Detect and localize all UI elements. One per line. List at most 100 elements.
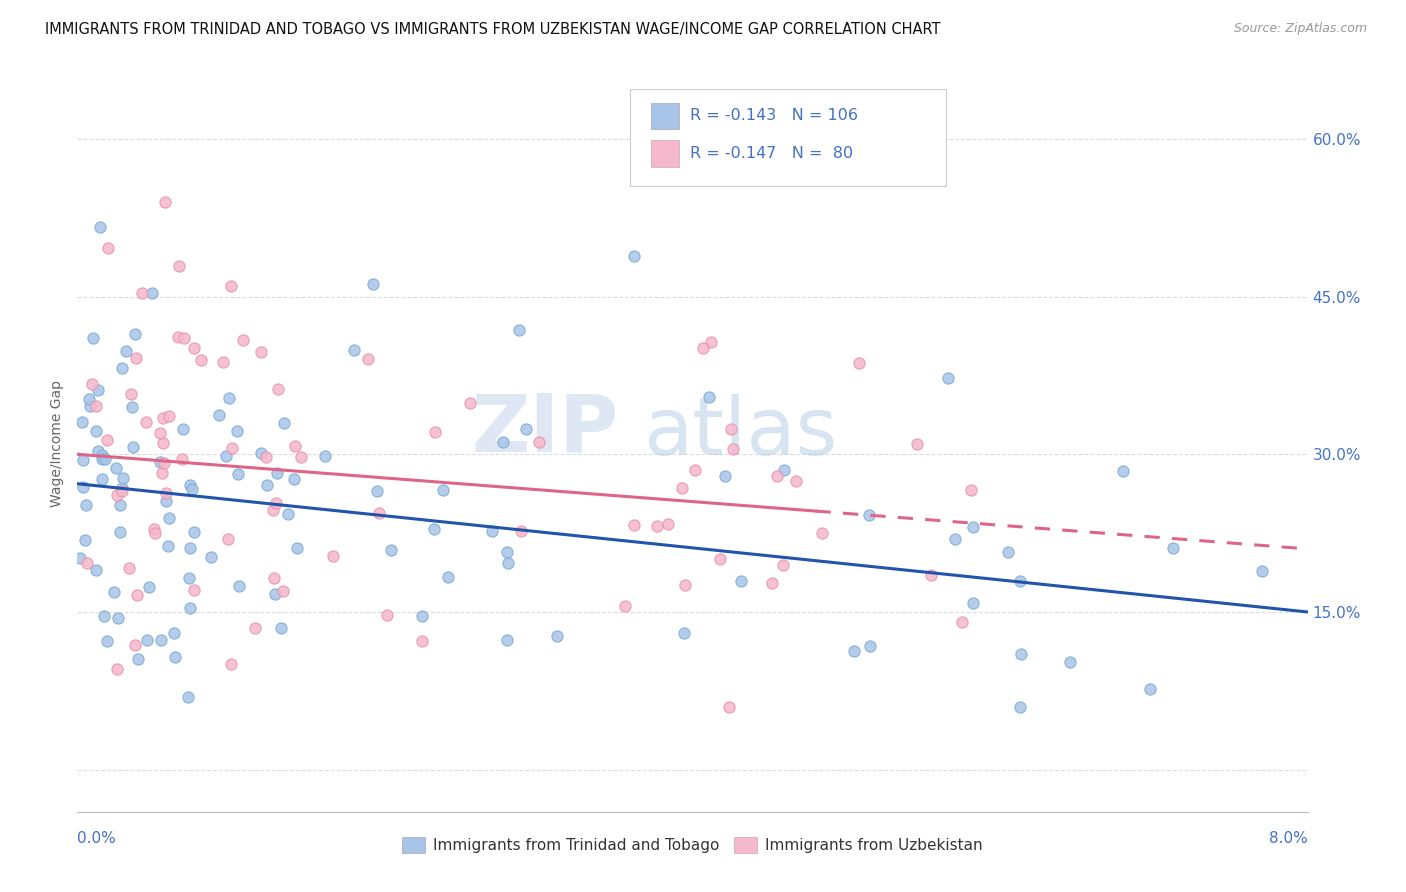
Point bbox=[162, 625, 184, 640]
Point bbox=[105, 488, 128, 502]
Point bbox=[515, 422, 537, 436]
Point bbox=[546, 629, 568, 643]
Text: R = -0.143   N = 106: R = -0.143 N = 106 bbox=[690, 109, 858, 123]
Point bbox=[103, 584, 125, 599]
Text: Source: ZipAtlas.com: Source: ZipAtlas.com bbox=[1233, 22, 1367, 36]
Point bbox=[93, 452, 115, 467]
Point bbox=[267, 382, 290, 396]
Point bbox=[114, 344, 136, 359]
Point bbox=[127, 652, 149, 666]
Point bbox=[492, 434, 515, 449]
Point bbox=[368, 506, 391, 520]
Point bbox=[810, 525, 832, 540]
Point bbox=[70, 416, 93, 430]
Point bbox=[657, 516, 679, 531]
Point bbox=[721, 442, 744, 457]
Point bbox=[692, 341, 714, 355]
Point bbox=[290, 450, 312, 465]
Point bbox=[82, 331, 104, 345]
Point bbox=[167, 329, 190, 343]
Point bbox=[936, 371, 959, 385]
Point bbox=[141, 286, 163, 301]
Point bbox=[1112, 464, 1135, 478]
Point bbox=[96, 433, 118, 447]
Point bbox=[1008, 700, 1031, 714]
Point bbox=[89, 220, 111, 235]
Point bbox=[273, 416, 295, 430]
Point bbox=[772, 558, 794, 572]
Point bbox=[91, 451, 114, 466]
Point bbox=[127, 588, 149, 602]
Text: atlas: atlas bbox=[644, 393, 838, 472]
Point bbox=[673, 577, 696, 591]
Point bbox=[87, 383, 110, 397]
Point bbox=[683, 463, 706, 477]
Point bbox=[718, 699, 741, 714]
Point bbox=[138, 580, 160, 594]
Point bbox=[96, 633, 118, 648]
Point bbox=[72, 453, 94, 467]
Text: 8.0%: 8.0% bbox=[1268, 830, 1308, 846]
Point bbox=[264, 587, 287, 601]
Point bbox=[219, 278, 242, 293]
Point bbox=[243, 621, 266, 635]
Point bbox=[1059, 655, 1081, 669]
Point bbox=[72, 480, 94, 494]
Point bbox=[153, 457, 176, 471]
Point bbox=[848, 356, 870, 370]
Point bbox=[135, 632, 157, 647]
Point bbox=[124, 638, 146, 652]
Point bbox=[111, 361, 134, 376]
Point bbox=[761, 576, 783, 591]
Legend: Immigrants from Trinidad and Tobago, Immigrants from Uzbekistan: Immigrants from Trinidad and Tobago, Imm… bbox=[396, 831, 988, 859]
Point bbox=[211, 355, 233, 369]
Point bbox=[277, 507, 299, 521]
Point bbox=[231, 334, 253, 348]
Point bbox=[208, 409, 231, 423]
Point bbox=[714, 469, 737, 483]
Point bbox=[219, 657, 242, 671]
Point bbox=[496, 545, 519, 559]
Point bbox=[152, 411, 174, 425]
Point bbox=[179, 541, 201, 556]
Point bbox=[221, 441, 243, 455]
Point bbox=[1010, 647, 1032, 661]
Point bbox=[181, 483, 204, 497]
Point bbox=[75, 498, 97, 512]
Point bbox=[152, 436, 174, 450]
Point bbox=[283, 472, 305, 486]
Point bbox=[149, 425, 172, 440]
Point bbox=[226, 425, 249, 439]
Point bbox=[218, 391, 240, 405]
Point bbox=[623, 517, 645, 532]
Point bbox=[177, 690, 200, 704]
Point bbox=[200, 550, 222, 565]
Point bbox=[263, 571, 285, 585]
Point bbox=[1161, 541, 1184, 556]
Point bbox=[423, 425, 446, 439]
Point bbox=[1139, 682, 1161, 697]
Point bbox=[124, 327, 146, 342]
Point bbox=[411, 609, 433, 624]
Point bbox=[905, 437, 928, 451]
Point bbox=[107, 611, 129, 625]
Point bbox=[183, 524, 205, 539]
Point bbox=[380, 543, 402, 558]
Point bbox=[91, 472, 114, 486]
Point bbox=[250, 446, 273, 460]
Point bbox=[135, 415, 157, 429]
Point bbox=[217, 533, 239, 547]
Point bbox=[481, 524, 503, 538]
Point bbox=[155, 493, 177, 508]
Point bbox=[93, 608, 115, 623]
Text: R = -0.147   N =  80: R = -0.147 N = 80 bbox=[690, 146, 853, 161]
Point bbox=[172, 422, 194, 436]
Point bbox=[673, 625, 696, 640]
Point bbox=[167, 260, 190, 274]
Point bbox=[920, 567, 942, 582]
Point bbox=[249, 345, 271, 359]
Point bbox=[623, 249, 645, 263]
Point bbox=[842, 644, 865, 658]
Point bbox=[108, 525, 131, 540]
Point bbox=[105, 662, 128, 676]
